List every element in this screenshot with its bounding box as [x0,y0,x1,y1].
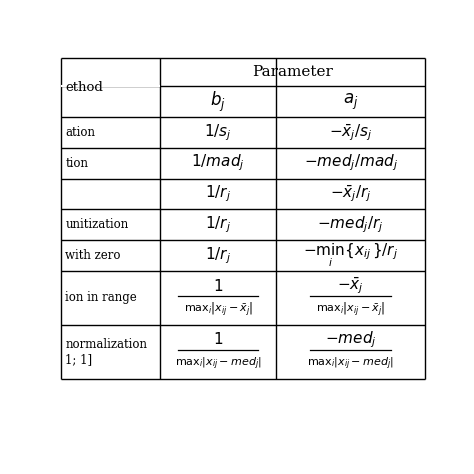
Text: unitization: unitization [65,218,129,231]
Text: $1$: $1$ [213,331,223,347]
Text: ation: ation [65,126,95,139]
Text: normalization: normalization [65,337,147,351]
Text: $\mathrm{max}_i\left|x_{ij}-med_j\right|$: $\mathrm{max}_i\left|x_{ij}-med_j\right|… [307,356,394,372]
Text: $b_j$: $b_j$ [210,90,226,114]
Text: $-med_j$: $-med_j$ [325,329,376,350]
Text: Parameter: Parameter [252,65,333,79]
Text: ethod: ethod [65,81,103,94]
Text: tion: tion [65,156,89,170]
Text: ion in range: ion in range [65,292,137,304]
Text: $\mathrm{max}_i\left|x_{ij}-med_j\right|$: $\mathrm{max}_i\left|x_{ij}-med_j\right|… [174,356,262,372]
Text: $1/r_j$: $1/r_j$ [205,245,231,266]
Text: 1; 1]: 1; 1] [65,353,92,366]
Text: with zero: with zero [65,249,121,262]
Text: $-\bar{x}_j/r_j$: $-\bar{x}_j/r_j$ [330,183,372,204]
Text: $-\bar{x}_j$: $-\bar{x}_j$ [337,275,364,296]
Text: $-med_j/mad_j$: $-med_j/mad_j$ [304,153,398,173]
Text: $1/s_j$: $1/s_j$ [204,122,232,143]
Text: $1/r_j$: $1/r_j$ [205,214,231,235]
Text: $1/mad_j$: $1/mad_j$ [191,153,245,173]
Text: $-\bar{x}_j/s_j$: $-\bar{x}_j/s_j$ [329,122,373,143]
Text: $\mathrm{max}_i\left|x_{ij}-\bar{x}_j\right|$: $\mathrm{max}_i\left|x_{ij}-\bar{x}_j\ri… [316,301,385,319]
Text: $-\min_i\{x_{ij}\}/r_j$: $-\min_i\{x_{ij}\}/r_j$ [303,242,398,269]
Text: $\mathrm{max}_i\left|x_{ij}-\bar{x}_j\right|$: $\mathrm{max}_i\left|x_{ij}-\bar{x}_j\ri… [183,301,253,319]
Text: $1$: $1$ [213,278,223,293]
Text: $1/r_j$: $1/r_j$ [205,183,231,204]
Text: $-med_j/r_j$: $-med_j/r_j$ [318,214,384,235]
Text: $a_j$: $a_j$ [343,91,358,112]
